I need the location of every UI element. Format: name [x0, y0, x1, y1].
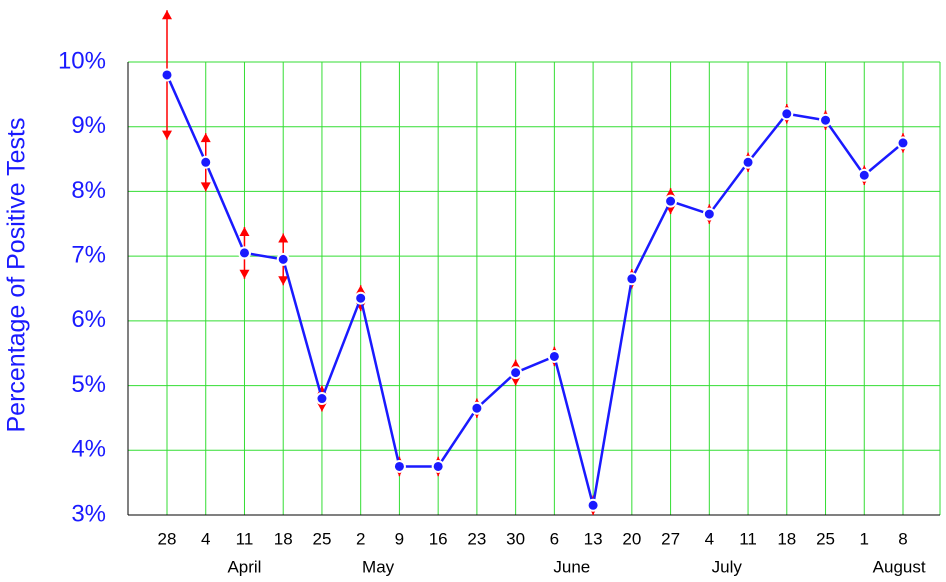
month-label: May: [362, 557, 395, 576]
month-label: July: [712, 557, 743, 576]
y-tick-label: 10%: [58, 47, 106, 74]
error-bar-part: [278, 233, 289, 243]
data-point: [509, 366, 523, 380]
error-bar-part: [355, 285, 366, 295]
error-bar-part: [665, 188, 676, 198]
data-point: [547, 349, 561, 363]
y-axis-label: Percentage of Positive Tests: [3, 118, 31, 433]
x-tick-label: 6: [550, 529, 559, 548]
error-bar-part: [200, 182, 211, 192]
data-point: [276, 252, 290, 266]
x-tick-label: 13: [584, 529, 603, 548]
data-point: [431, 459, 445, 473]
month-label: April: [227, 557, 261, 576]
x-tick-label: 8: [898, 529, 907, 548]
data-line: [165, 74, 904, 506]
error-bar-part: [316, 402, 327, 412]
y-tick-label: 5%: [71, 371, 106, 398]
error-bar-part: [510, 359, 521, 369]
data-point: [625, 272, 639, 286]
data-point: [470, 401, 484, 415]
data-point: [857, 168, 871, 182]
data-point: [315, 392, 329, 406]
x-tick-label: 11: [739, 529, 757, 548]
x-tick-label: 2: [356, 529, 365, 548]
data-point: [664, 194, 678, 208]
data-point: [741, 155, 755, 169]
x-tick-label: 30: [506, 529, 525, 548]
x-tick-label: 20: [622, 529, 641, 548]
data-point: [702, 207, 716, 221]
x-tick-label: 1: [860, 529, 869, 548]
month-label: August: [873, 557, 926, 576]
x-tick-label: 11: [236, 529, 254, 548]
error-bar-part: [239, 227, 250, 237]
y-tick-label: 4%: [71, 436, 106, 463]
x-tick-label: 27: [661, 529, 680, 548]
x-tick-label: 25: [312, 529, 331, 548]
x-tick-label: 16: [429, 529, 448, 548]
error-bar-part: [510, 376, 521, 386]
error-bar-part: [278, 276, 289, 286]
y-tick-label: 7%: [71, 241, 106, 268]
x-tick-label: 4: [201, 529, 210, 548]
data-point: [896, 136, 910, 150]
x-tick-label: 4: [705, 529, 714, 548]
x-tick-label: 18: [274, 529, 293, 548]
x-tick-label: 28: [158, 529, 177, 548]
y-tick-label: 3%: [71, 500, 106, 527]
data-point: [586, 498, 600, 512]
month-label: June: [553, 557, 590, 576]
y-tick-label: 8%: [71, 177, 106, 204]
x-tick-label: 25: [816, 529, 835, 548]
x-tick-label: 9: [395, 529, 404, 548]
x-tick-label: 23: [467, 529, 486, 548]
data-point: [354, 291, 368, 305]
data-point: [160, 68, 174, 82]
data-point: [819, 113, 833, 127]
y-tick-label: 9%: [71, 112, 106, 139]
error-bar-part: [200, 133, 211, 143]
y-tick-label: 6%: [71, 306, 106, 333]
data-point: [392, 459, 406, 473]
error-bar-part: [162, 10, 172, 20]
data-point: [199, 155, 213, 169]
data-point: [780, 107, 794, 121]
data-point: [237, 246, 251, 260]
x-tick-label: 18: [777, 529, 796, 548]
error-bar-part: [239, 269, 250, 279]
error-bar-part: [162, 130, 172, 140]
